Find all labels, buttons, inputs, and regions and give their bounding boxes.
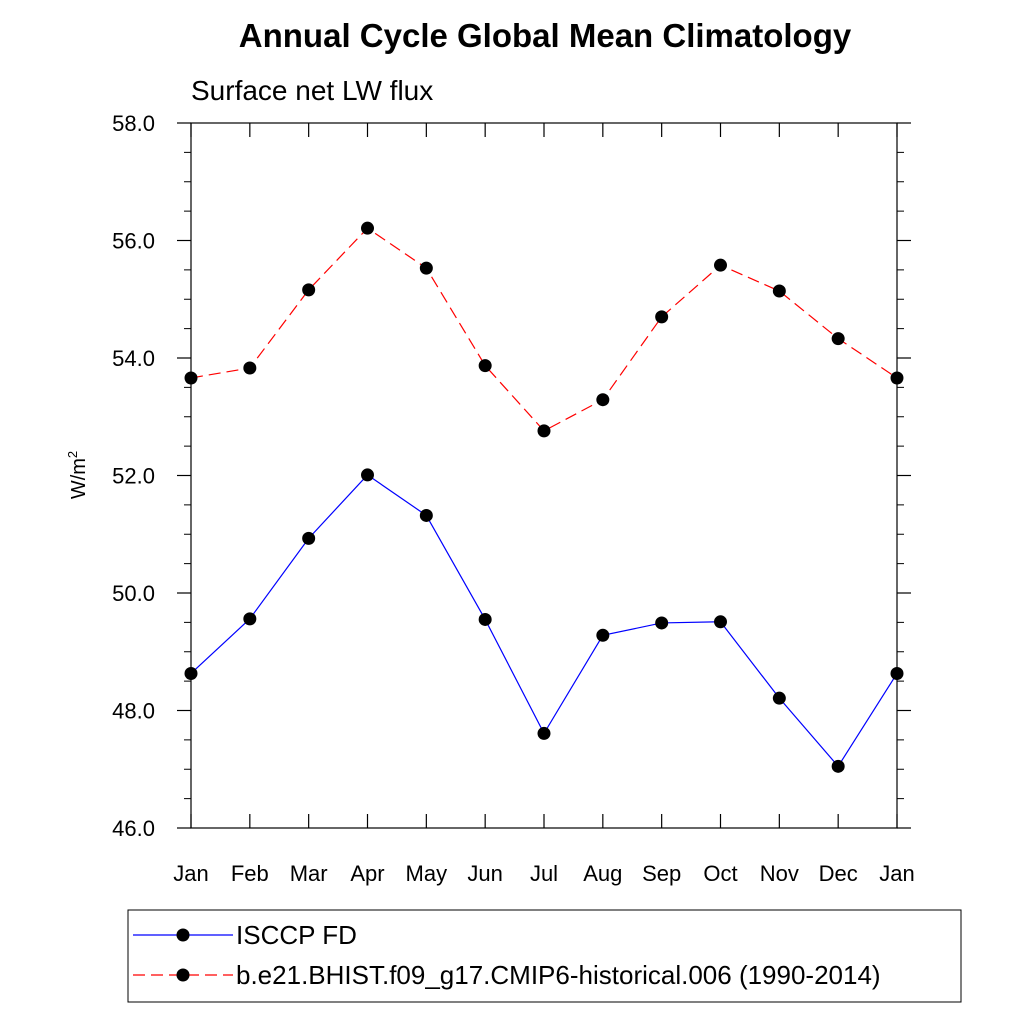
- x-tick-label: Feb: [231, 861, 269, 886]
- series-1-point: [655, 310, 669, 324]
- x-tick-label: Dec: [819, 861, 858, 886]
- y-tick-label: 58.0: [112, 111, 155, 136]
- legend: ISCCP FD b.e21.BHIST.f09_g17.CMIP6-histo…: [127, 909, 962, 1003]
- series-1-point: [419, 261, 433, 275]
- y-axis-label-superscript: 2: [65, 451, 80, 458]
- y-axis-label-text: W/m: [68, 458, 90, 499]
- series-line-0: [190, 474, 898, 768]
- x-tick-label: Jan: [879, 861, 914, 886]
- series-1-point: [537, 424, 551, 438]
- series-lines: [190, 227, 898, 768]
- series-points: [184, 221, 904, 773]
- series-0-point: [302, 531, 316, 545]
- series-line-1: [190, 227, 898, 432]
- y-tick-label: 52.0: [112, 464, 155, 489]
- series-0-point: [831, 759, 845, 773]
- chart-subtitle: Surface net LW flux: [191, 75, 433, 106]
- x-tick-label: Jul: [530, 861, 558, 886]
- series-0-point: [243, 612, 257, 626]
- x-tick-label: Apr: [350, 861, 384, 886]
- y-tick-label: 46.0: [112, 816, 155, 841]
- x-tick-label: Jun: [467, 861, 502, 886]
- legend-marker-isccp: [176, 928, 190, 942]
- x-tick-label: Jan: [173, 861, 208, 886]
- x-tick-label: Mar: [290, 861, 328, 886]
- legend-frame: [127, 909, 962, 1003]
- series-0-point: [655, 616, 669, 630]
- y-tick-labels: 46.0 48.0 50.0 52.0 54.0 56.0 58.0: [112, 111, 155, 841]
- series-1-point: [714, 258, 727, 272]
- chart-title: Annual Cycle Global Mean Climatology: [239, 17, 852, 54]
- y-tick-label: 50.0: [112, 581, 155, 606]
- y-tick-label: 54.0: [112, 346, 155, 371]
- x-tick-labels: Jan Feb Mar Apr May Jun Jul Aug Sep Oct Nov Dec Jan: [173, 861, 914, 886]
- series-0-point: [714, 615, 727, 629]
- y-tick-label: 56.0: [112, 229, 155, 254]
- series-1-point: [596, 393, 610, 407]
- series-0-point: [478, 612, 492, 626]
- x-tick-label: May: [406, 861, 448, 886]
- svg-text:W/m2: W/m2: [65, 451, 90, 499]
- series-0-point: [361, 468, 374, 482]
- legend-label-isccp: ISCCP FD: [236, 920, 357, 950]
- x-tick-label: Sep: [642, 861, 681, 886]
- series-1-point: [772, 284, 786, 298]
- x-tick-label: Oct: [703, 861, 737, 886]
- y-tick-label: 48.0: [112, 699, 155, 724]
- series-1-point: [831, 332, 845, 346]
- legend-label-model: b.e21.BHIST.f09_g17.CMIP6-historical.006…: [236, 960, 881, 990]
- y-axis-label: W/m2: [65, 451, 90, 499]
- series-1-point: [243, 361, 257, 375]
- x-tick-label: Aug: [583, 861, 622, 886]
- series-1-point: [478, 359, 492, 373]
- series-1-point: [302, 283, 316, 297]
- x-tick-label: Nov: [760, 861, 799, 886]
- series-0-point: [537, 726, 551, 740]
- series-0-point: [419, 508, 433, 522]
- series-1-point: [361, 221, 374, 235]
- legend-marker-model: [176, 968, 190, 982]
- series-0-point: [772, 691, 786, 705]
- plot-frame: [190, 122, 898, 829]
- series-0-point: [596, 628, 610, 642]
